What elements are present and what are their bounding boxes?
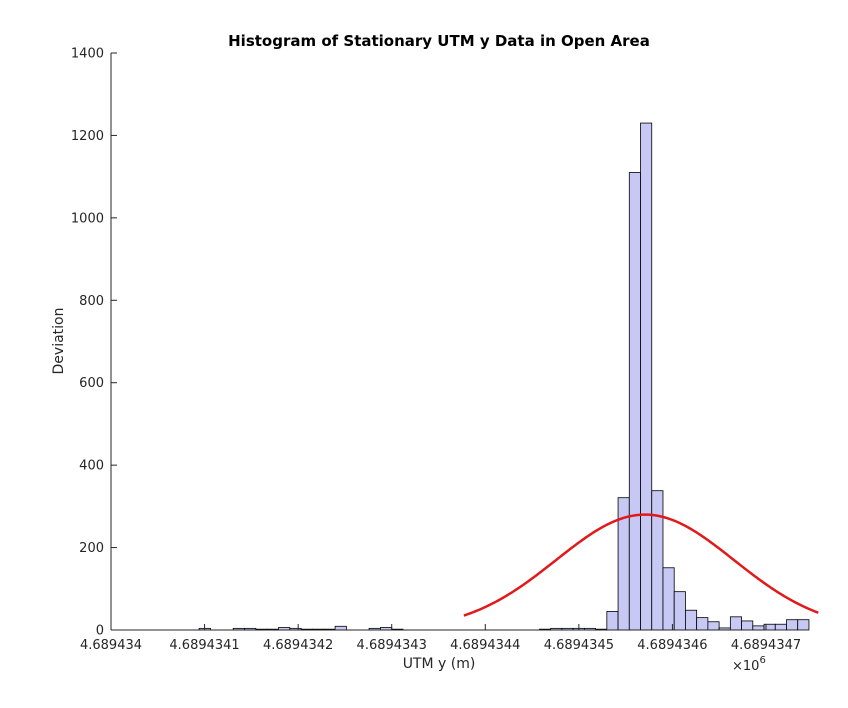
x-tick-label: 4.6894346 (637, 638, 707, 653)
y-tick-label: 1200 (71, 129, 104, 144)
histogram-bar (628, 172, 641, 631)
histogram-bars (198, 122, 810, 631)
x-axis-multiplier-exponent: 6 (759, 655, 765, 666)
histogram-bar (640, 122, 653, 631)
histogram-bar (673, 591, 686, 631)
x-tick-label: 4.6894344 (450, 638, 520, 653)
histogram-bar (685, 609, 698, 631)
x-tick-label: 4.6894347 (731, 638, 801, 653)
y-axis-ticks: 0 200 400 600 800 1000 1200 1400 (71, 47, 117, 639)
y-tick-label: 1400 (71, 47, 104, 62)
x-axis-multiplier: ×106 (732, 655, 766, 674)
x-axis-multiplier-base: ×10 (732, 659, 759, 674)
x-axis-label: UTM y (m) (403, 656, 476, 672)
y-tick-label: 200 (79, 541, 104, 556)
x-tick-label: 4.689434 (80, 638, 142, 653)
axes (110, 53, 766, 631)
histogram-bar (786, 619, 799, 631)
histogram-bar (606, 611, 619, 631)
x-tick-label: 4.6894342 (263, 638, 333, 653)
y-axis-label: Deviation (51, 308, 67, 375)
y-tick-label: 1000 (71, 211, 104, 226)
x-tick-label: 4.6894343 (357, 638, 427, 653)
fit-curve (463, 513, 819, 617)
y-tick-label: 400 (79, 459, 104, 474)
y-tick-label: 600 (79, 376, 104, 391)
x-tick-label: 4.6894341 (169, 638, 239, 653)
histogram-bar (752, 625, 765, 631)
histogram-bar (334, 625, 347, 631)
histogram-bar (729, 616, 742, 631)
x-tick-label: 4.6894345 (544, 638, 614, 653)
histogram-bar (797, 619, 810, 631)
histogram-bar (662, 567, 675, 631)
histogram-bar (707, 621, 720, 631)
histogram-bar (651, 490, 664, 631)
normal-fit (463, 513, 819, 617)
histogram-bar (774, 623, 787, 631)
x-axis-ticks: 4.689434 4.6894341 4.6894342 4.6894343 4.689… (80, 624, 801, 653)
y-tick-label: 0 (96, 624, 104, 639)
y-tick-label: 800 (79, 294, 104, 309)
chart-title: Histogram of Stationary UTM y Data in Op… (228, 32, 650, 50)
histogram-bar (696, 617, 709, 631)
histogram-bar (741, 620, 754, 631)
